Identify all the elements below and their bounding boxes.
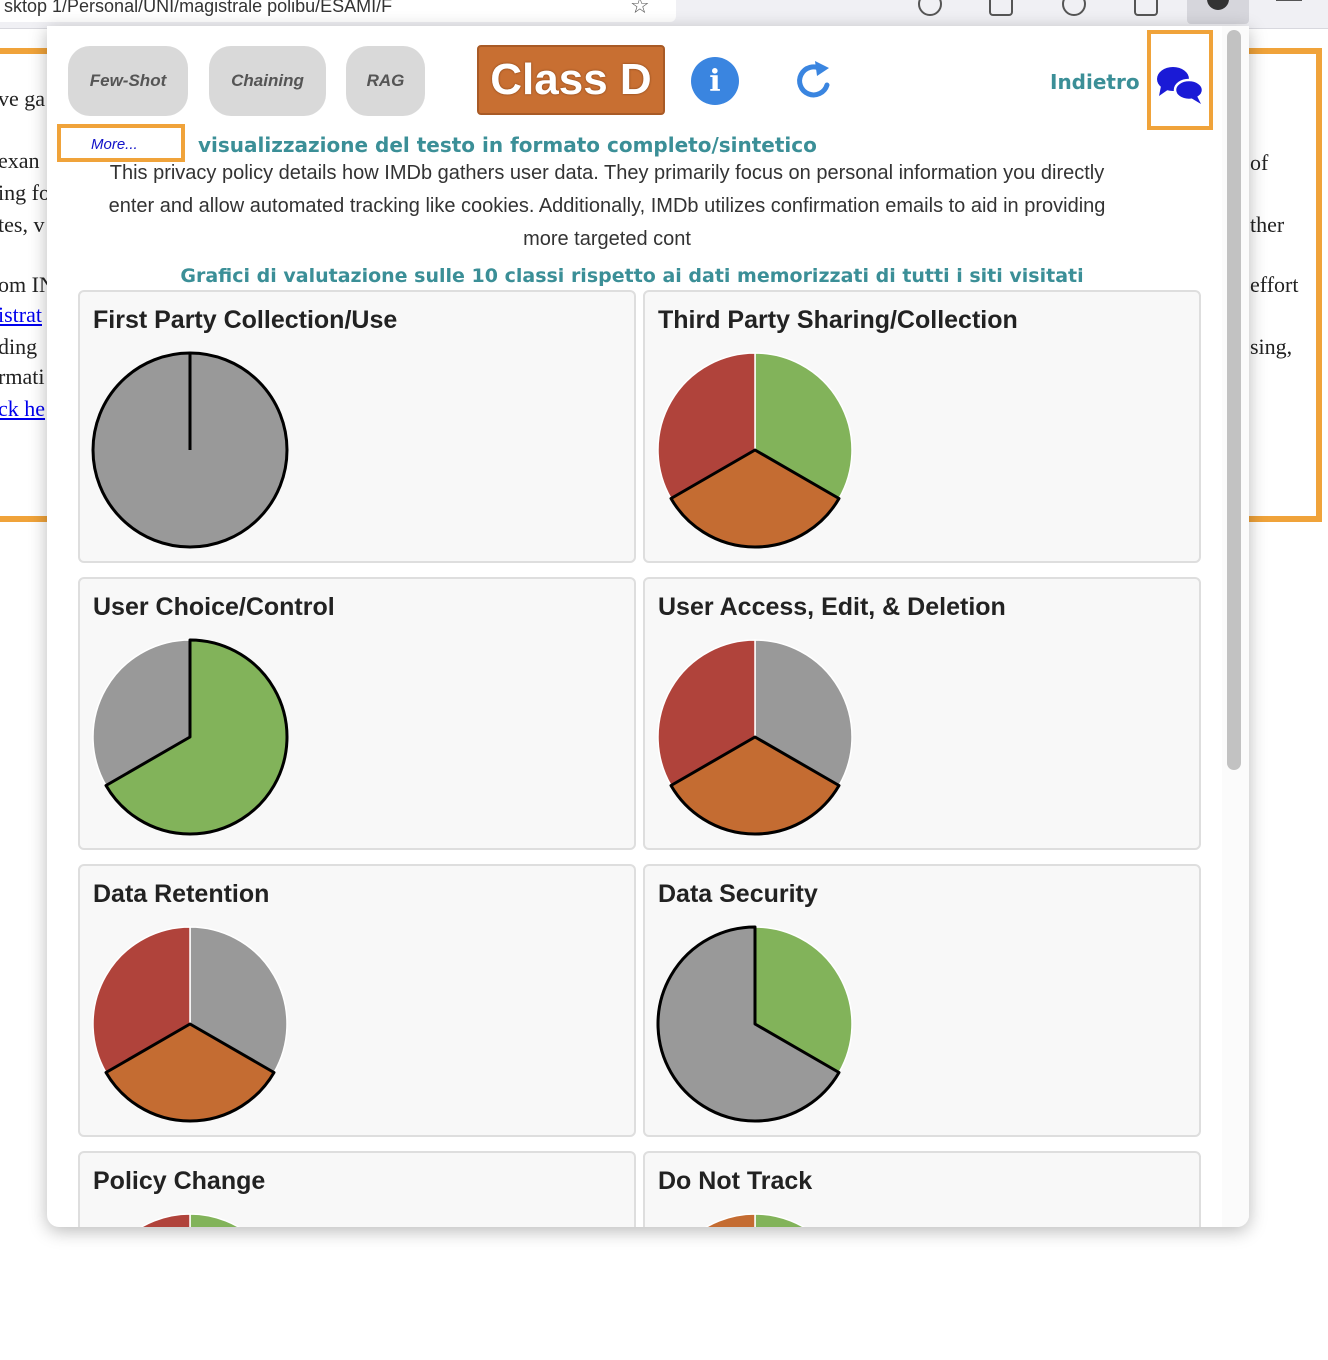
- background-text-line: ve ga: [0, 86, 46, 111]
- chart-card: Data Security: [643, 864, 1201, 1137]
- text-format-toggle[interactable]: visualizzazione del testo in formato com…: [198, 133, 817, 157]
- pie-slice[interactable]: [658, 1213, 756, 1227]
- more-link[interactable]: More...: [91, 136, 138, 153]
- chat-button[interactable]: [1147, 30, 1213, 130]
- refresh-icon[interactable]: [791, 58, 837, 104]
- account-icon[interactable]: [1062, 0, 1086, 16]
- pie-chart: [658, 1213, 852, 1227]
- extension-icon: [1207, 0, 1229, 10]
- pie-slice-outline: [669, 448, 841, 549]
- downloads-icon[interactable]: [989, 0, 1013, 16]
- extensions-icon[interactable]: [1134, 0, 1158, 16]
- background-text-line: of: [1250, 150, 1269, 175]
- pie-slice[interactable]: [92, 639, 191, 787]
- menu-icon[interactable]: [1276, 0, 1302, 1]
- background-text-line[interactable]: istrat: [0, 302, 42, 327]
- address-bar[interactable]: sktop 1/Personal/UNI/magistrale polibu/E…: [0, 0, 676, 22]
- pie-chart: [92, 926, 288, 1123]
- extension-popup: Few-Shot Chaining RAG Class D i Indietro…: [47, 26, 1249, 1227]
- pie-slice[interactable]: [93, 1213, 191, 1227]
- pie-chart: [91, 351, 289, 549]
- policy-summary: This privacy policy details how IMDb gat…: [108, 162, 1106, 250]
- chart-title: Third Party Sharing/Collection: [658, 306, 1018, 334]
- pie-slice-outline: [669, 735, 841, 836]
- class-badge: Class D: [477, 45, 665, 115]
- pie-chart: [93, 1213, 287, 1227]
- pie-slice-outline: [656, 925, 841, 1123]
- background-text-line: effort: [1250, 272, 1299, 297]
- chart-card: Data Retention: [78, 864, 636, 1137]
- chart-card: User Access, Edit, & Deletion: [643, 577, 1201, 850]
- chart-title: Data Security: [658, 880, 818, 908]
- chart-card: Do Not Track: [643, 1151, 1201, 1227]
- pie-chart: [656, 925, 853, 1123]
- more-button-frame: More...: [57, 124, 185, 162]
- background-text-line: om IN: [0, 272, 55, 297]
- bookmark-star-icon[interactable]: ☆: [630, 0, 650, 19]
- pie-slice[interactable]: [657, 352, 756, 500]
- background-text-line: ther: [1250, 212, 1285, 237]
- pie-slice-outline: [104, 638, 289, 836]
- pie-chart: [92, 638, 289, 836]
- pie-slice[interactable]: [754, 926, 853, 1074]
- pie-slice[interactable]: [754, 639, 853, 787]
- chart-title: First Party Collection/Use: [93, 306, 398, 334]
- pie-slice[interactable]: [92, 926, 191, 1074]
- chart-title: User Choice/Control: [93, 593, 335, 621]
- chart-title: Do Not Track: [658, 1167, 813, 1195]
- pie-slice-outline: [104, 1022, 276, 1123]
- pie-slice[interactable]: [189, 926, 288, 1074]
- chart-card: Third Party Sharing/Collection: [643, 290, 1201, 563]
- pie-slice[interactable]: [754, 352, 853, 500]
- charts-heading: Grafici di valutazione sulle 10 classi r…: [180, 265, 1084, 287]
- background-text-line: sing,: [1250, 334, 1293, 359]
- browser-toolbar: sktop 1/Personal/UNI/magistrale polibu/E…: [0, 0, 1328, 29]
- chart-card: Policy Change: [78, 1151, 636, 1227]
- info-icon[interactable]: i: [691, 57, 739, 105]
- few-shot-button[interactable]: Few-Shot: [68, 46, 188, 116]
- chart-card: First Party Collection/Use: [78, 290, 636, 563]
- chart-title: Data Retention: [93, 880, 270, 908]
- chaining-button[interactable]: Chaining: [209, 46, 326, 116]
- background-text-line: ding: [0, 334, 38, 359]
- pie-slice[interactable]: [189, 1213, 287, 1227]
- background-text-line[interactable]: ck he: [0, 396, 46, 421]
- chart-title: Policy Change: [93, 1167, 266, 1195]
- active-extension-button[interactable]: [1187, 0, 1249, 24]
- background-text-line: tes, v: [0, 212, 45, 237]
- pie-slice[interactable]: [657, 639, 756, 787]
- back-link[interactable]: Indietro: [1050, 70, 1140, 94]
- chart-card: User Choice/Control: [78, 577, 636, 850]
- background-text-line: exan: [0, 148, 40, 173]
- background-text-line: ing fo: [0, 180, 50, 205]
- background-text-line: rmati: [0, 364, 45, 389]
- chart-title: User Access, Edit, & Deletion: [658, 593, 1006, 621]
- pie-chart: [657, 639, 853, 836]
- pie-chart: [657, 352, 853, 549]
- history-icon[interactable]: [918, 0, 942, 16]
- scrollbar-thumb[interactable]: [1227, 30, 1241, 770]
- pie-slice[interactable]: [754, 1213, 852, 1227]
- rag-button[interactable]: RAG: [346, 46, 425, 116]
- chat-bubbles-icon: [1157, 67, 1205, 104]
